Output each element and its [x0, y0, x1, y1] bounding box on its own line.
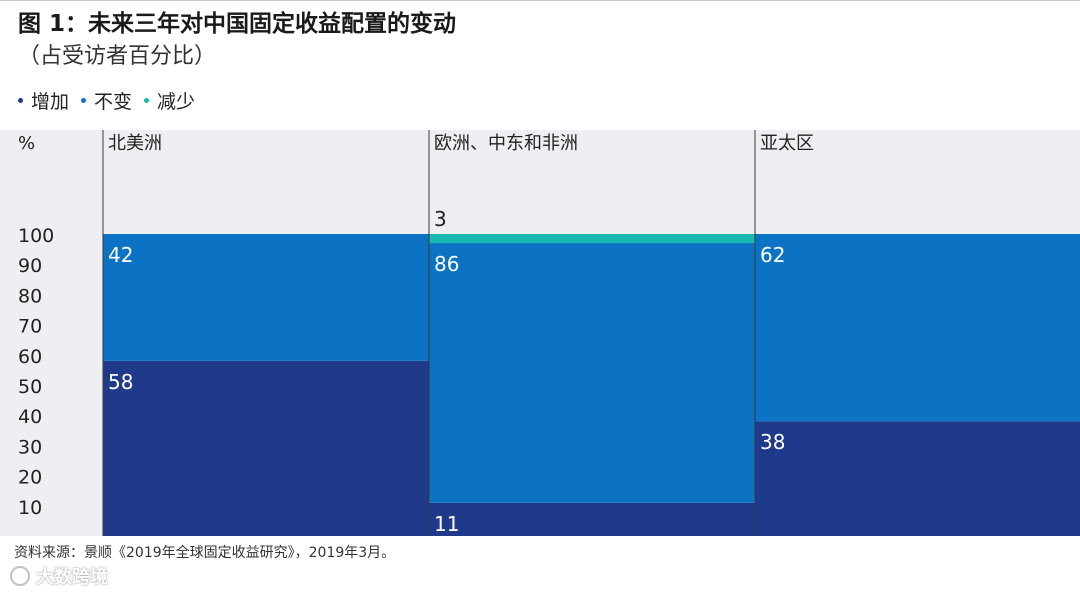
legend-label-increase: 增加: [31, 90, 70, 113]
y-tick-label-30: 30: [18, 436, 42, 458]
y-tick-label-10: 10: [18, 497, 42, 519]
bar-segment-2-3: [429, 234, 755, 244]
source-note: 资料来源：景顺《2019年全球固定收益研究》，2019年3月。: [14, 545, 396, 561]
y-tick-label-90: 90: [18, 255, 42, 277]
y-axis-unit-label: %: [18, 133, 35, 154]
legend-item-unchanged: 不变: [81, 87, 132, 114]
legend: 增加 不变 减少: [18, 86, 207, 114]
legend-item-increase: 增加: [18, 87, 69, 114]
y-tick-label-50: 50: [18, 376, 42, 398]
watermark-logo-icon: [10, 566, 30, 586]
stacked-bar-chart: 58 42 11 86 3 38 62 北美洲 欧洲、中东和非洲 亚太区% 10 20 30 40 50 60…: [0, 130, 1080, 536]
watermark: 大数跨境: [10, 563, 108, 589]
data-label-2-2: 86: [434, 252, 459, 276]
data-label-2-3: 3: [434, 207, 447, 231]
bar-segment-3-1: [755, 421, 1080, 536]
data-label-1-1: 58: [108, 370, 133, 394]
bar-segment-2-1: [429, 502, 755, 536]
category-label-2: 欧洲、中东和非洲: [434, 133, 578, 154]
data-label-1-2: 42: [108, 243, 133, 267]
data-label-3-1: 38: [760, 430, 785, 454]
data-label-3-2: 62: [760, 243, 785, 267]
chart-subtitle: （占受访者百分比）: [18, 44, 217, 69]
y-tick-label-60: 60: [18, 346, 42, 368]
category-label-1: 北美洲: [108, 133, 162, 154]
bar-segment-1-1: [103, 360, 429, 536]
y-tick-label-20: 20: [18, 467, 42, 489]
bar-segment-2-2: [429, 243, 755, 503]
data-label-2-1: 11: [434, 512, 459, 536]
bar-segment-3-2: [755, 234, 1080, 422]
chart-title: 图 1：未来三年对中国固定收益配置的变动: [18, 11, 457, 37]
bar-segment-1-2: [103, 234, 429, 361]
legend-label-unchanged: 不变: [94, 90, 133, 113]
y-tick-label-100: 100: [18, 225, 54, 247]
legend-dot-increase-icon: [18, 97, 23, 103]
category-label-3: 亚太区: [760, 133, 814, 154]
top-rule: [0, 0, 1080, 1]
y-tick-label-80: 80: [18, 285, 42, 307]
legend-item-decrease: 减少: [144, 87, 195, 114]
y-tick-label-40: 40: [18, 406, 42, 428]
watermark-text: 大数跨境: [36, 567, 108, 588]
legend-dot-unchanged-icon: [81, 97, 87, 103]
legend-label-decrease: 减少: [157, 90, 196, 113]
legend-dot-decrease-icon: [144, 97, 150, 103]
y-tick-label-70: 70: [18, 316, 42, 338]
